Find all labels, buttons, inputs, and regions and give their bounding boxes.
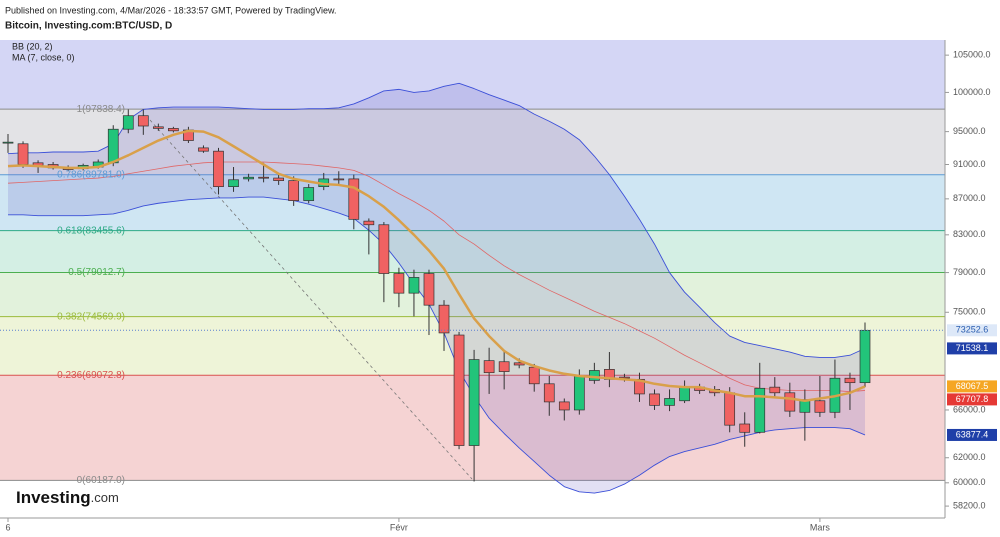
candle-body bbox=[483, 360, 495, 374]
candle-body bbox=[393, 273, 405, 294]
fib-label: 0.382(74569.9) bbox=[57, 311, 125, 322]
candle-body bbox=[228, 179, 239, 187]
fib-label: 0.236(69072.8) bbox=[57, 370, 125, 381]
logo-suffix: .com bbox=[91, 490, 119, 505]
y-tick-label: 83000.0 bbox=[953, 229, 986, 239]
y-tick-label: 75000.0 bbox=[953, 307, 986, 317]
fib-label: 0.786(89781.0) bbox=[57, 169, 125, 180]
candle-body bbox=[122, 115, 134, 130]
candle-body bbox=[844, 377, 856, 384]
bb-lower-line bbox=[8, 196, 866, 494]
candle-body bbox=[213, 150, 224, 187]
candle-body bbox=[333, 178, 345, 181]
price-tag-label: 67707.8 bbox=[956, 394, 989, 404]
candle-body bbox=[153, 126, 164, 129]
candle-body bbox=[513, 362, 525, 366]
candle-body bbox=[453, 334, 465, 446]
fib-zone bbox=[0, 230, 945, 273]
fib-label: 0(60187.0) bbox=[77, 475, 125, 486]
overlay: 1(97838.4) 0.786(89781.0) 0.618(83455.6) 0.… bbox=[0, 40, 1000, 537]
candle-body bbox=[273, 177, 284, 181]
y-tick-label: 105000.0 bbox=[953, 50, 991, 60]
candle-body bbox=[679, 386, 690, 402]
candle-body bbox=[107, 128, 119, 164]
candle-body bbox=[543, 383, 555, 403]
candle-body bbox=[784, 392, 796, 412]
candle-body bbox=[739, 423, 751, 433]
price-tag bbox=[947, 342, 997, 355]
candle-body bbox=[573, 375, 585, 411]
candle-body bbox=[528, 366, 540, 385]
price-tag-label: 68067.5 bbox=[956, 381, 989, 391]
price-tag-label: 73252.6 bbox=[956, 325, 989, 335]
candle-body bbox=[664, 398, 675, 406]
fib-label: 0.618(83455.6) bbox=[57, 225, 125, 236]
y-tick-label: 60000.0 bbox=[953, 477, 986, 487]
ma-line bbox=[7, 129, 866, 403]
candle-body bbox=[2, 141, 14, 144]
price-tag bbox=[947, 380, 997, 393]
candle-body bbox=[814, 400, 826, 413]
candle-body bbox=[468, 359, 480, 446]
logo: Investing.com bbox=[16, 488, 119, 507]
candle-body bbox=[198, 147, 209, 152]
candle-body bbox=[378, 224, 390, 274]
candle-body bbox=[288, 180, 300, 201]
y-tick-label: 62000.0 bbox=[953, 452, 986, 462]
candle-body bbox=[168, 128, 179, 132]
price-tag bbox=[947, 428, 997, 441]
price-tag bbox=[947, 324, 997, 337]
candle-body bbox=[303, 187, 315, 201]
candle-body bbox=[137, 115, 149, 127]
candle-body bbox=[348, 178, 360, 220]
bb-upper-line bbox=[7, 82, 866, 358]
trend-line bbox=[149, 119, 473, 480]
candle-body bbox=[438, 304, 450, 334]
header: Published on Investing.com, 4/Mar/2026 -… bbox=[5, 5, 337, 15]
y-tick-label: 100000.0 bbox=[953, 87, 991, 97]
indicator: BB (20, 2) bbox=[12, 41, 53, 51]
y-tick-label: 87000.0 bbox=[953, 193, 986, 203]
candle-body bbox=[258, 176, 269, 179]
candle-body bbox=[649, 393, 660, 406]
x-tick-label: 6 bbox=[5, 522, 10, 532]
y-tick-label: 58200.0 bbox=[953, 500, 986, 510]
logo-brand: Investing bbox=[16, 488, 91, 507]
indicator: MA (7, close, 0) bbox=[12, 52, 75, 62]
y-tick-label: 95000.0 bbox=[953, 126, 986, 136]
fib-zone bbox=[0, 174, 945, 231]
axis-bg bbox=[945, 40, 1000, 537]
candle-body bbox=[769, 386, 781, 394]
candle-body bbox=[363, 220, 375, 226]
price-tag-label: 71538.1 bbox=[956, 343, 989, 353]
plot bbox=[0, 40, 945, 494]
candle-body bbox=[243, 176, 254, 180]
candle-body bbox=[859, 329, 871, 384]
candle-body bbox=[408, 277, 420, 294]
candle-body bbox=[754, 387, 766, 433]
fib-label: 1(97838.4) bbox=[77, 104, 125, 115]
fib-label: 0.5(79012.7) bbox=[68, 267, 125, 278]
candle-body bbox=[17, 143, 29, 165]
candle-body bbox=[498, 361, 510, 372]
y-tick-label: 91000.0 bbox=[953, 159, 986, 169]
candle-body bbox=[724, 392, 736, 426]
candle-body bbox=[423, 273, 435, 306]
candle-body bbox=[589, 370, 600, 381]
axis-bg bbox=[0, 518, 945, 537]
chart-title: Bitcoin, Investing.com:BTC/USD, D bbox=[5, 21, 172, 32]
price-tag bbox=[947, 393, 997, 406]
x-tick-label: Mars bbox=[810, 522, 830, 532]
y-tick-label: 79000.0 bbox=[953, 267, 986, 277]
y-tick-label: 66000.0 bbox=[953, 404, 986, 414]
fib-zone bbox=[0, 272, 945, 317]
x-tick-label: Févr bbox=[390, 522, 408, 532]
candle-body bbox=[558, 401, 570, 411]
bb-middle-line bbox=[7, 161, 866, 393]
top-zone bbox=[0, 40, 945, 110]
price-tag-label: 63877.4 bbox=[956, 429, 989, 439]
